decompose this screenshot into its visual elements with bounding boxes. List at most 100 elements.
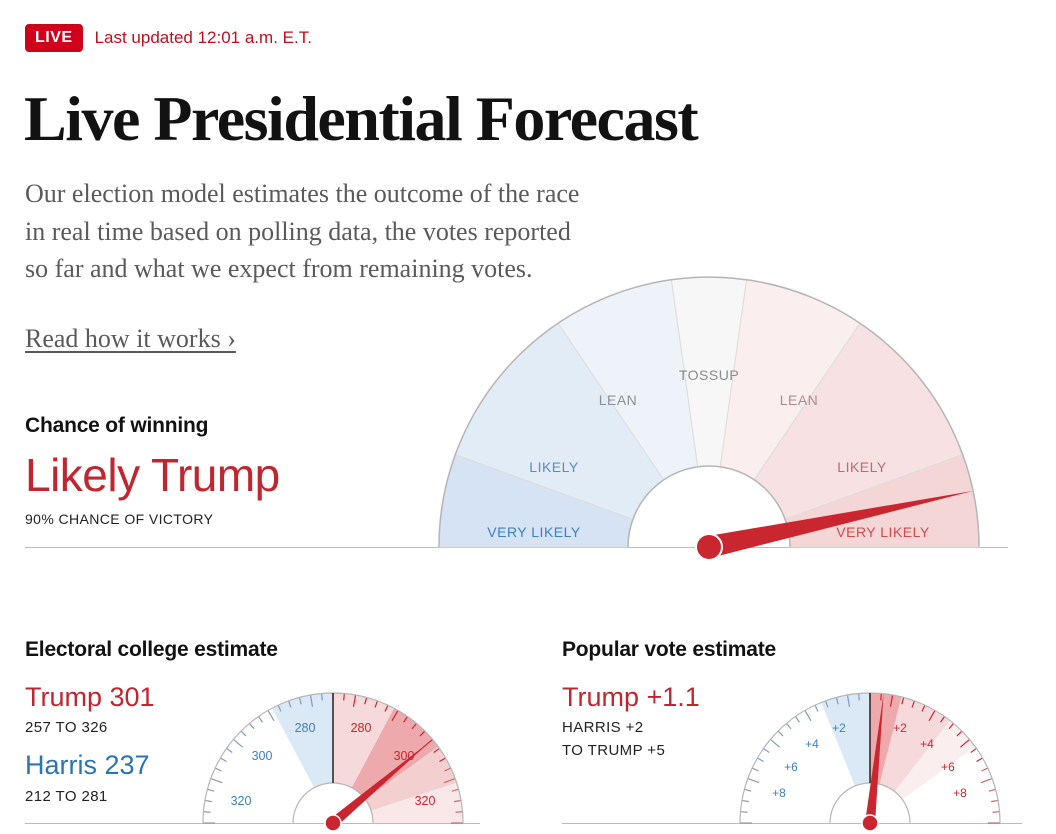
popular-pivot [861,814,879,832]
gauge-band [351,708,439,800]
pv-tick-rep-6: +6 [941,760,955,774]
chance-label: Chance of winning [25,414,209,437]
gauge-tick [391,710,399,722]
pv-tick-dem-8: +8 [772,786,786,800]
gauge-labels: VERY LIKELY LIKELY LEAN TOSSUP LEAN LIKE… [487,367,930,540]
gauge-tick [921,704,926,712]
gauge-tick [267,710,275,722]
gauge-tick [451,788,459,792]
live-badge: LIVE [25,24,83,52]
gauge-band [371,782,463,823]
read-how-it-works-link[interactable]: Read how it works › [25,324,236,353]
popular-bands [821,693,976,800]
gauge-outline [438,276,980,548]
gauge-tick [287,700,292,708]
page-title: Live Presidential Forecast [24,83,699,154]
gauge-tick [804,710,812,722]
popular-trump: Trump +1.1 [562,682,700,712]
popular-range-2: TO TRUMP +5 [562,742,666,759]
gauge-tick [443,777,456,784]
live-status: LIVE Last updated 12:01 a.m. E.T. [25,24,312,52]
gauge-tick [991,799,999,803]
gauge-tick [814,704,819,712]
gauge-tick [455,811,463,813]
pv-tick-rep-8: +8 [953,786,967,800]
gauge-tick [889,694,894,707]
seg-label-rep-likely: LIKELY [837,459,887,475]
gauge-tick [220,757,227,763]
electoral-needle [329,739,433,827]
electoral-harris-range: 212 TO 281 [25,788,108,805]
popular-label: Popular vote estimate [562,638,777,661]
gauge-tick [911,700,916,708]
gauge-tick [980,777,993,784]
electoral-label: Electoral college estimate [25,638,278,661]
gauge-tick [740,811,748,813]
gauge-tick [210,777,223,784]
gauge-tick [757,757,764,763]
ec-tick-rep-280: 280 [351,721,372,735]
ec-tick-dem-320: 320 [231,794,252,808]
gauge-tick [956,730,963,737]
gauge-tick [763,747,770,753]
gauge-tick [988,788,996,792]
popular-needle [865,693,884,824]
gauge-tick [444,767,452,772]
gauge-tick [928,710,936,722]
gauge-pivot [695,533,723,561]
pv-tick-dem-6: +6 [784,760,798,774]
chance-sub: 90% CHANCE OF VICTORY [25,511,214,527]
electoral-trump-range: 257 TO 326 [25,719,108,736]
gauge-tick [824,700,829,708]
seg-label-rep-very-likely: VERY LIKELY [836,524,930,540]
gauge-band [879,696,951,792]
gauge-tick [785,723,792,730]
seg-label-dem-very-likely: VERY LIKELY [487,524,581,540]
gauge-tick [751,767,759,772]
pv-tick-dem-4: +4 [805,737,819,751]
electoral-harris: Harris 237 [25,750,150,780]
gauge-tick [976,757,983,763]
ec-tick-rep-320: 320 [415,794,436,808]
gauge-tick [777,730,784,737]
gauge-tick [901,697,905,705]
gauge-tick [207,788,215,792]
seg-label-tossup: TOSSUP [679,367,739,383]
gauge-tick [835,697,839,705]
gauge-tick [858,693,860,701]
chance-result: Likely Trump [25,449,280,501]
gauge-tick [343,693,345,701]
gauge-band [894,720,976,800]
seg-label-dem-likely: LIKELY [529,459,579,475]
gauge-tick [257,716,263,723]
gauge-tick [940,716,946,723]
intro-text: Our election model estimates the outcome… [25,179,580,283]
seg-label-dem-lean: LEAN [599,392,638,408]
gauge-tick [214,767,222,772]
electoral-trump: Trump 301 [25,682,155,712]
gauge-tick [419,730,426,737]
gauge-tick [352,694,357,707]
gauge-tick [770,738,780,748]
gauge-tick [364,697,368,705]
last-updated: Last updated 12:01 a.m. E.T. [94,28,312,47]
pv-tick-rep-2: +2 [893,721,907,735]
ec-tick-dem-280: 280 [295,721,316,735]
popular-ticks [740,693,1000,824]
gauge-band [365,746,457,811]
pv-tick-dem-2: +2 [832,721,846,735]
gauge-tick [277,704,282,712]
gauge-segments [438,276,980,548]
gauge-tick [747,777,760,784]
gauge-tick [248,723,255,730]
gauge-tick [204,799,212,803]
seg-label-rep-lean: LEAN [780,392,819,408]
gauge-tick [233,738,243,748]
gauge-tick [433,747,440,753]
gauge-hub [627,465,791,548]
electoral-bands [271,693,463,823]
gauge-tick [794,716,800,723]
gauge-tick [741,799,749,803]
